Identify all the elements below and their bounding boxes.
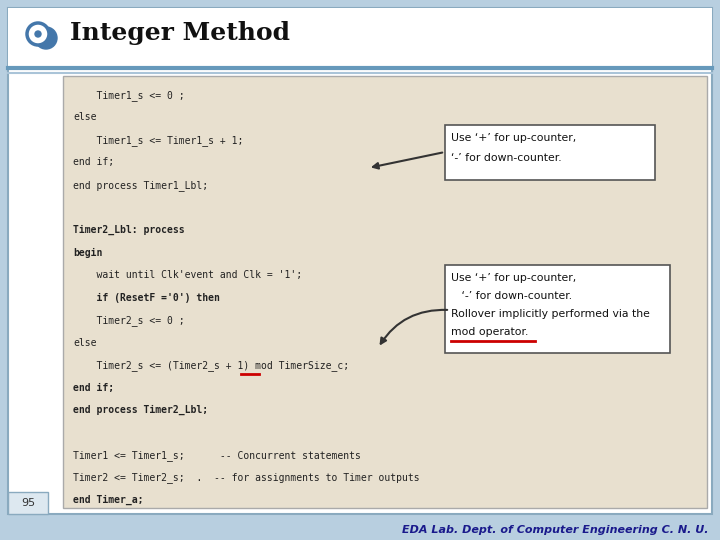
Text: Timer1_s <= Timer1_s + 1;: Timer1_s <= Timer1_s + 1;: [73, 135, 243, 146]
Text: mod operator.: mod operator.: [451, 327, 528, 337]
Text: Timer1 <= Timer1_s;      -- Concurrent statements: Timer1 <= Timer1_s; -- Concurrent statem…: [73, 450, 361, 461]
Circle shape: [27, 23, 49, 45]
Text: ‘-’ for down-counter.: ‘-’ for down-counter.: [451, 153, 562, 163]
Text: else: else: [73, 112, 96, 123]
Text: Timer2_s <= (Timer2_s + 1) mod TimerSize_c;: Timer2_s <= (Timer2_s + 1) mod TimerSize…: [73, 360, 349, 371]
Text: end if;: end if;: [73, 158, 114, 167]
Circle shape: [35, 31, 41, 37]
Text: EDA Lab. Dept. of Computer Engineering C. N. U.: EDA Lab. Dept. of Computer Engineering C…: [402, 525, 708, 535]
Text: else: else: [73, 338, 96, 348]
Bar: [445, 265, 670, 353]
Text: 95: 95: [21, 498, 35, 508]
Bar: [63, 76, 707, 508]
Circle shape: [35, 27, 57, 49]
Bar: [8, 492, 48, 514]
Text: end Timer_a;: end Timer_a;: [73, 495, 143, 505]
Text: end process Timer2_Lbl;: end process Timer2_Lbl;: [73, 405, 208, 415]
Text: if (ResetF ='0') then: if (ResetF ='0') then: [73, 293, 220, 302]
Text: Rollover implicitly performed via the: Rollover implicitly performed via the: [451, 309, 650, 319]
Text: Timer2 <= Timer2_s;  .  -- for assignments to Timer outputs: Timer2 <= Timer2_s; . -- for assignments…: [73, 472, 420, 483]
Text: end process Timer1_Lbl;: end process Timer1_Lbl;: [73, 180, 208, 191]
Text: wait until Clk'event and Clk = '1';: wait until Clk'event and Clk = '1';: [73, 270, 302, 280]
Bar: [8, 8, 712, 68]
Text: Integer Method: Integer Method: [70, 21, 290, 45]
Text: ‘-’ for down-counter.: ‘-’ for down-counter.: [451, 291, 572, 301]
Text: Timer2_Lbl: process: Timer2_Lbl: process: [73, 225, 184, 235]
Text: Timer2_s <= 0 ;: Timer2_s <= 0 ;: [73, 315, 184, 326]
Text: begin: begin: [73, 247, 102, 258]
Text: Use ‘+’ for up-counter,: Use ‘+’ for up-counter,: [451, 133, 576, 143]
Text: Timer1_s <= 0 ;: Timer1_s <= 0 ;: [73, 90, 184, 101]
Text: Use ‘+’ for up-counter,: Use ‘+’ for up-counter,: [451, 273, 576, 283]
Bar: [445, 125, 655, 180]
Text: end if;: end if;: [73, 382, 114, 393]
